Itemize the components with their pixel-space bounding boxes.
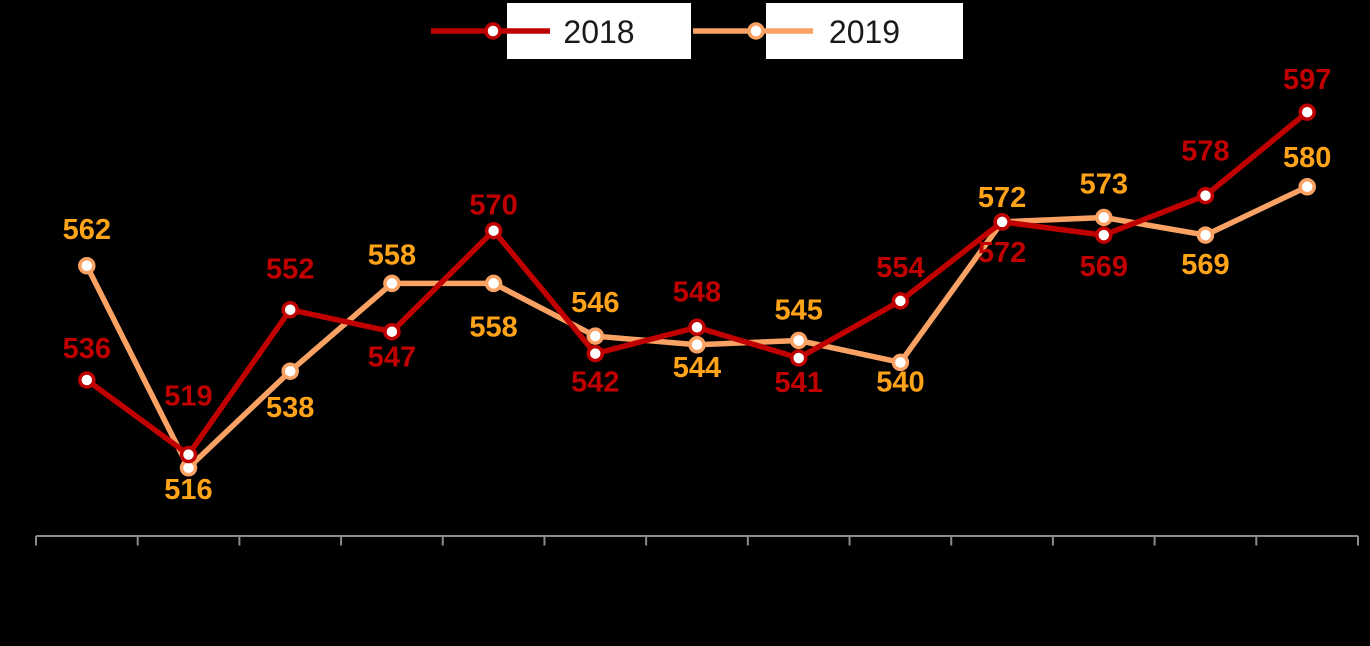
series-2018-point-11[interactable] bbox=[1095, 226, 1113, 244]
data-label-2019-12: 569 bbox=[1181, 249, 1229, 281]
data-label-2019-4: 558 bbox=[368, 239, 416, 271]
data-label-2019-7: 544 bbox=[673, 352, 721, 384]
series-2018-point-1[interactable] bbox=[78, 371, 96, 389]
data-label-2019-13: 580 bbox=[1283, 142, 1331, 174]
series-2019-point-8[interactable] bbox=[789, 331, 808, 350]
data-label-2018-11: 569 bbox=[1080, 251, 1128, 283]
data-label-2018-9: 554 bbox=[876, 252, 924, 284]
legend-swatch-marker-2018 bbox=[484, 22, 502, 40]
data-label-2018-3: 552 bbox=[266, 254, 314, 286]
x-axis bbox=[35, 535, 1359, 546]
series-2019-point-13[interactable] bbox=[1298, 178, 1316, 196]
series-2019-point-7[interactable] bbox=[688, 336, 706, 354]
series-2019-point-5[interactable] bbox=[484, 274, 503, 293]
data-label-2019-3: 538 bbox=[266, 392, 314, 424]
data-label-2019-11: 573 bbox=[1080, 169, 1128, 201]
data-label-2019-10: 572 bbox=[978, 182, 1026, 214]
data-label-2018-12: 578 bbox=[1181, 136, 1229, 168]
data-label-2018-6: 542 bbox=[571, 367, 619, 399]
data-label-2018-5: 570 bbox=[469, 190, 517, 222]
series-2018: 536 519 552 547 570 542 548 541 554 572 569 578 597 bbox=[63, 64, 1331, 464]
series-2018-point-3[interactable] bbox=[281, 300, 299, 319]
series-2018-point-9[interactable] bbox=[891, 292, 910, 310]
series-2019-point-12[interactable] bbox=[1196, 226, 1215, 244]
data-label-2019-8: 545 bbox=[775, 295, 823, 327]
legend-label-2018[interactable]: 2018 bbox=[563, 14, 634, 50]
data-label-2018-13: 597 bbox=[1283, 64, 1331, 96]
data-label-2018-4: 547 bbox=[368, 342, 416, 374]
series-2018-point-10[interactable] bbox=[993, 213, 1011, 231]
series-2018-point-2[interactable] bbox=[179, 445, 198, 464]
series-2019-point-9[interactable] bbox=[891, 353, 910, 372]
data-label-2018-1: 536 bbox=[63, 333, 111, 365]
series-2018-point-8[interactable] bbox=[789, 349, 808, 367]
data-label-2019-5: 558 bbox=[469, 311, 517, 343]
series-2019-point-4[interactable] bbox=[383, 274, 401, 293]
series-2019: 562 516 538 558 558 546 544 545 540 572 573 569 580 bbox=[63, 142, 1332, 506]
series-2019-point-11[interactable] bbox=[1095, 208, 1113, 227]
data-label-2019-6: 546 bbox=[571, 287, 619, 319]
legend-swatch-marker-2019 bbox=[747, 22, 765, 40]
legend: 2018 2019 bbox=[431, 3, 963, 59]
series-2018-point-6[interactable] bbox=[586, 344, 605, 363]
series-2018-point-13[interactable] bbox=[1298, 103, 1316, 121]
series-2019-point-3[interactable] bbox=[281, 362, 299, 380]
data-label-2018-7: 548 bbox=[673, 276, 721, 308]
data-label-2018-2: 519 bbox=[164, 381, 212, 413]
series-2018-point-7[interactable] bbox=[688, 318, 706, 337]
data-label-2019-2: 516 bbox=[164, 474, 212, 506]
data-label-2019-1: 562 bbox=[63, 214, 111, 246]
series-2019-point-1[interactable] bbox=[78, 257, 96, 275]
data-label-2018-10: 572 bbox=[978, 237, 1026, 269]
series-2018-point-12[interactable] bbox=[1196, 186, 1215, 205]
series-2019-point-6[interactable] bbox=[586, 327, 605, 345]
data-label-2019-9: 540 bbox=[876, 366, 924, 398]
series-2018-point-4[interactable] bbox=[383, 322, 401, 341]
series-2018-point-5[interactable] bbox=[484, 221, 503, 240]
data-label-2018-8: 541 bbox=[775, 367, 823, 399]
legend-label-2019[interactable]: 2019 bbox=[829, 14, 900, 50]
